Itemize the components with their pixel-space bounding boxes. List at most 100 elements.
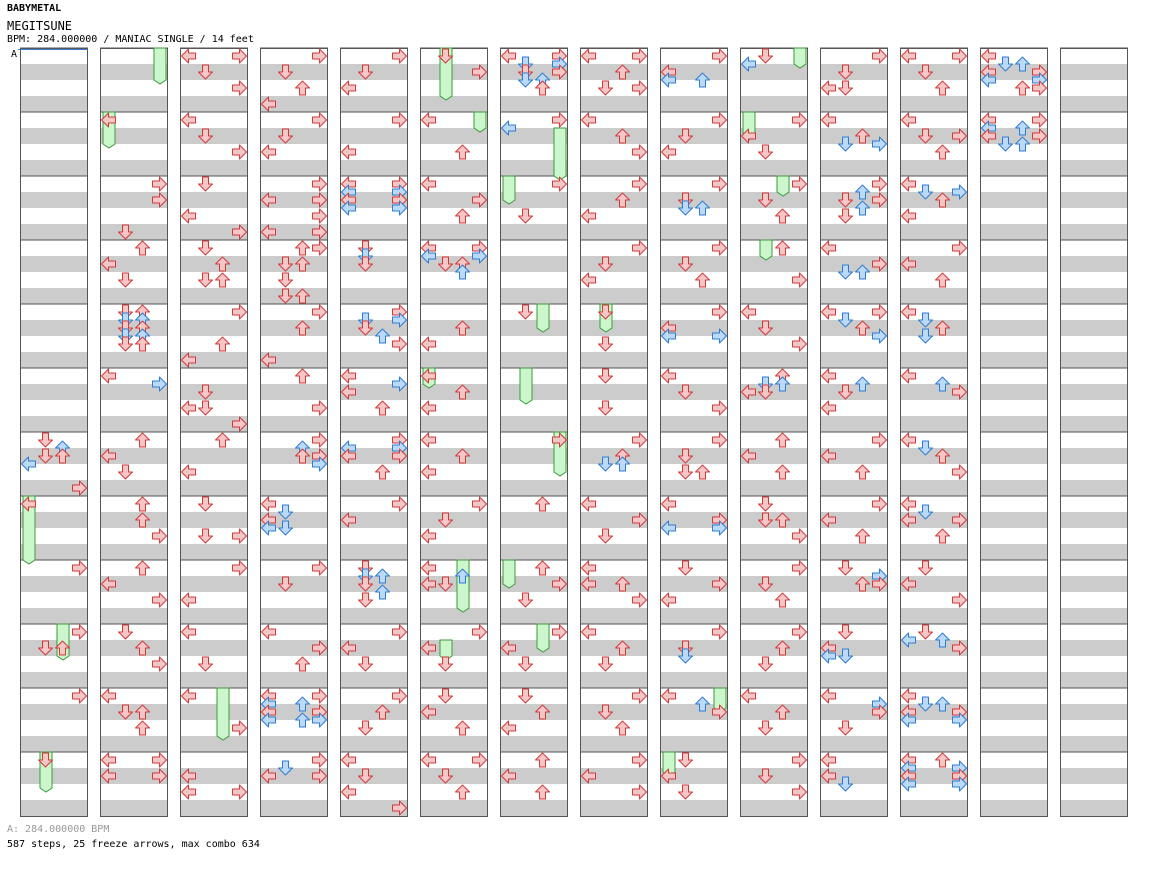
beat-stripe: [180, 384, 248, 400]
up-arrow: [935, 528, 950, 544]
beat-stripe: [1060, 128, 1128, 144]
right-arrow: [312, 432, 327, 448]
beat-stripe: [100, 512, 168, 528]
up-arrow: [615, 640, 630, 656]
right-arrow: [872, 432, 887, 448]
beat-stripe: [660, 256, 728, 272]
right-arrow: [312, 560, 327, 576]
beat-stripe: [340, 192, 408, 208]
left-arrow: [821, 448, 836, 464]
right-arrow: [952, 776, 967, 792]
up-arrow: [775, 376, 790, 392]
left-arrow: [341, 200, 356, 216]
beat-stripe: [420, 416, 488, 432]
up-arrow: [935, 320, 950, 336]
beat-stripe: [100, 352, 168, 368]
beat-stripe: [340, 704, 408, 720]
right-arrow: [952, 48, 967, 64]
beat-stripe: [500, 480, 568, 496]
column-border: [580, 48, 648, 817]
left-arrow: [501, 48, 516, 64]
beat-stripe: [100, 640, 168, 656]
beat-stripe: [180, 96, 248, 112]
up-arrow: [455, 784, 470, 800]
freeze-arrow: [519, 367, 533, 405]
left-arrow: [901, 176, 916, 192]
down-arrow: [678, 384, 693, 400]
beat-stripe: [180, 576, 248, 592]
right-arrow: [232, 144, 247, 160]
up-arrow: [775, 512, 790, 528]
left-arrow: [421, 704, 436, 720]
beat-stripe: [740, 128, 808, 144]
beat-stripe: [1060, 384, 1128, 400]
beat-stripe: [1060, 672, 1128, 688]
beat-stripe: [20, 576, 88, 592]
beat-stripe: [820, 576, 888, 592]
up-arrow: [855, 320, 870, 336]
up-arrow: [615, 576, 630, 592]
right-arrow: [872, 328, 887, 344]
beat-stripe: [500, 224, 568, 240]
down-arrow: [758, 48, 773, 64]
beat-stripe: [980, 352, 1048, 368]
beat-stripe: [820, 192, 888, 208]
left-arrow: [661, 328, 676, 344]
right-arrow: [1032, 80, 1047, 96]
beat-stripe: [900, 544, 968, 560]
beat-stripe: [500, 64, 568, 80]
up-arrow: [295, 240, 310, 256]
right-arrow: [152, 176, 167, 192]
right-arrow: [792, 528, 807, 544]
down-arrow: [838, 136, 853, 152]
beat-stripe: [900, 736, 968, 752]
beat-stripe: [500, 608, 568, 624]
up-arrow: [615, 720, 630, 736]
left-arrow: [741, 688, 756, 704]
beat-stripe: [980, 64, 1048, 80]
right-arrow: [72, 560, 87, 576]
beat-stripe: [980, 96, 1048, 112]
left-arrow: [581, 272, 596, 288]
up-arrow: [455, 320, 470, 336]
right-arrow: [232, 304, 247, 320]
chart-column: [900, 47, 968, 817]
beat-stripe: [580, 320, 648, 336]
beat-stripe: [1060, 704, 1128, 720]
left-arrow: [101, 256, 116, 272]
beat-stripe: [900, 224, 968, 240]
down-arrow: [678, 448, 693, 464]
left-arrow: [101, 576, 116, 592]
down-arrow: [918, 184, 933, 200]
beat-stripe: [820, 640, 888, 656]
beat-stripe: [340, 640, 408, 656]
beat-stripe: [740, 608, 808, 624]
beat-stripe: [820, 224, 888, 240]
down-arrow: [918, 624, 933, 640]
beat-stripe: [20, 736, 88, 752]
left-arrow: [501, 640, 516, 656]
beat-stripe: [100, 736, 168, 752]
beat-stripe: [260, 384, 328, 400]
beat-stripe: [980, 160, 1048, 176]
left-arrow: [181, 592, 196, 608]
right-arrow: [392, 624, 407, 640]
beat-stripe: [340, 448, 408, 464]
beat-stripe: [740, 736, 808, 752]
beat-stripe: [100, 800, 168, 816]
down-arrow: [358, 64, 373, 80]
left-arrow: [261, 96, 276, 112]
up-arrow: [935, 144, 950, 160]
down-arrow: [118, 336, 133, 352]
right-arrow: [872, 192, 887, 208]
up-arrow: [455, 264, 470, 280]
chart-stats: 587 steps, 25 freeze arrows, max combo 6…: [7, 839, 260, 850]
beat-stripe: [660, 512, 728, 528]
right-arrow: [312, 176, 327, 192]
up-arrow: [375, 400, 390, 416]
beat-stripe: [420, 224, 488, 240]
down-arrow: [598, 304, 613, 320]
beat-stripe: [20, 512, 88, 528]
beat-stripe: [660, 576, 728, 592]
down-arrow: [758, 320, 773, 336]
